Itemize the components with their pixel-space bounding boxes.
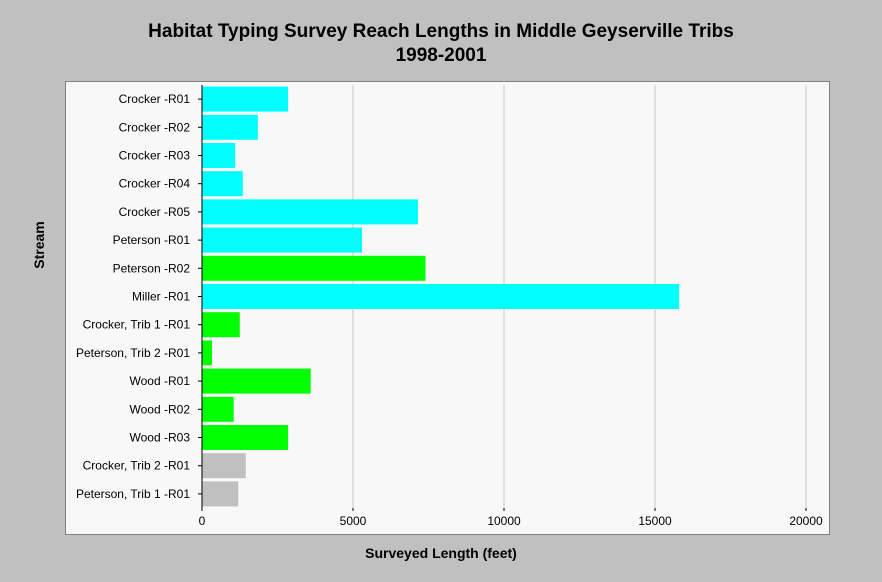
bar-1 bbox=[202, 114, 258, 140]
y-category-label: Crocker -R01 bbox=[119, 92, 191, 106]
bar-2 bbox=[202, 143, 236, 168]
y-category-label: Peterson -R02 bbox=[113, 261, 191, 275]
bar-9 bbox=[202, 340, 212, 366]
bar-0 bbox=[202, 86, 289, 112]
y-category-label: Wood -R02 bbox=[130, 402, 191, 416]
y-axis-title: Stream bbox=[31, 221, 47, 268]
bar-8 bbox=[202, 312, 240, 338]
chart-title: Habitat Typing Survey Reach Lengths in M… bbox=[0, 20, 882, 68]
x-tick-label: 20000 bbox=[789, 514, 823, 528]
axes: 0 5000 10000 15000 20000 Crocker -R01 Crocker … bbox=[76, 85, 823, 528]
y-category-label: Crocker, Trib 2 -R01 bbox=[83, 459, 191, 473]
bar-13 bbox=[202, 453, 246, 479]
bar-11 bbox=[202, 396, 234, 422]
y-category-label: Peterson -R01 bbox=[113, 233, 191, 247]
y-category-label: Wood -R01 bbox=[130, 374, 191, 388]
x-tick-label: 15000 bbox=[638, 514, 672, 528]
y-category-label: Crocker -R05 bbox=[119, 205, 191, 219]
bar-7 bbox=[202, 284, 680, 309]
y-category-label: Peterson, Trib 1 -R01 bbox=[76, 487, 190, 501]
x-axis-title: Surveyed Length (feet) bbox=[365, 545, 517, 561]
bar-4 bbox=[202, 199, 418, 225]
bar-5 bbox=[202, 227, 363, 253]
bar-12 bbox=[202, 425, 289, 450]
y-category-label: Crocker -R03 bbox=[119, 149, 191, 163]
bar-14 bbox=[202, 481, 239, 507]
y-category-label: Crocker, Trib 1 -R01 bbox=[83, 318, 191, 332]
y-category-label: Wood -R03 bbox=[130, 431, 191, 445]
bar-6 bbox=[202, 255, 426, 281]
bars bbox=[202, 86, 680, 507]
x-tick-label: 5000 bbox=[340, 514, 367, 528]
bar-10 bbox=[202, 368, 311, 394]
x-tick-label: 0 bbox=[199, 514, 206, 528]
chart-title-line-2: 1998-2001 bbox=[395, 45, 487, 66]
y-category-label: Peterson, Trib 2 -R01 bbox=[76, 346, 190, 360]
y-category-label: Crocker -R04 bbox=[119, 177, 191, 191]
x-tick-label: 10000 bbox=[487, 514, 521, 528]
y-category-label: Miller -R01 bbox=[132, 290, 190, 304]
y-category-label: Crocker -R02 bbox=[119, 120, 191, 134]
chart-title-line-1: Habitat Typing Survey Reach Lengths in M… bbox=[148, 21, 734, 42]
bar-3 bbox=[202, 171, 243, 197]
